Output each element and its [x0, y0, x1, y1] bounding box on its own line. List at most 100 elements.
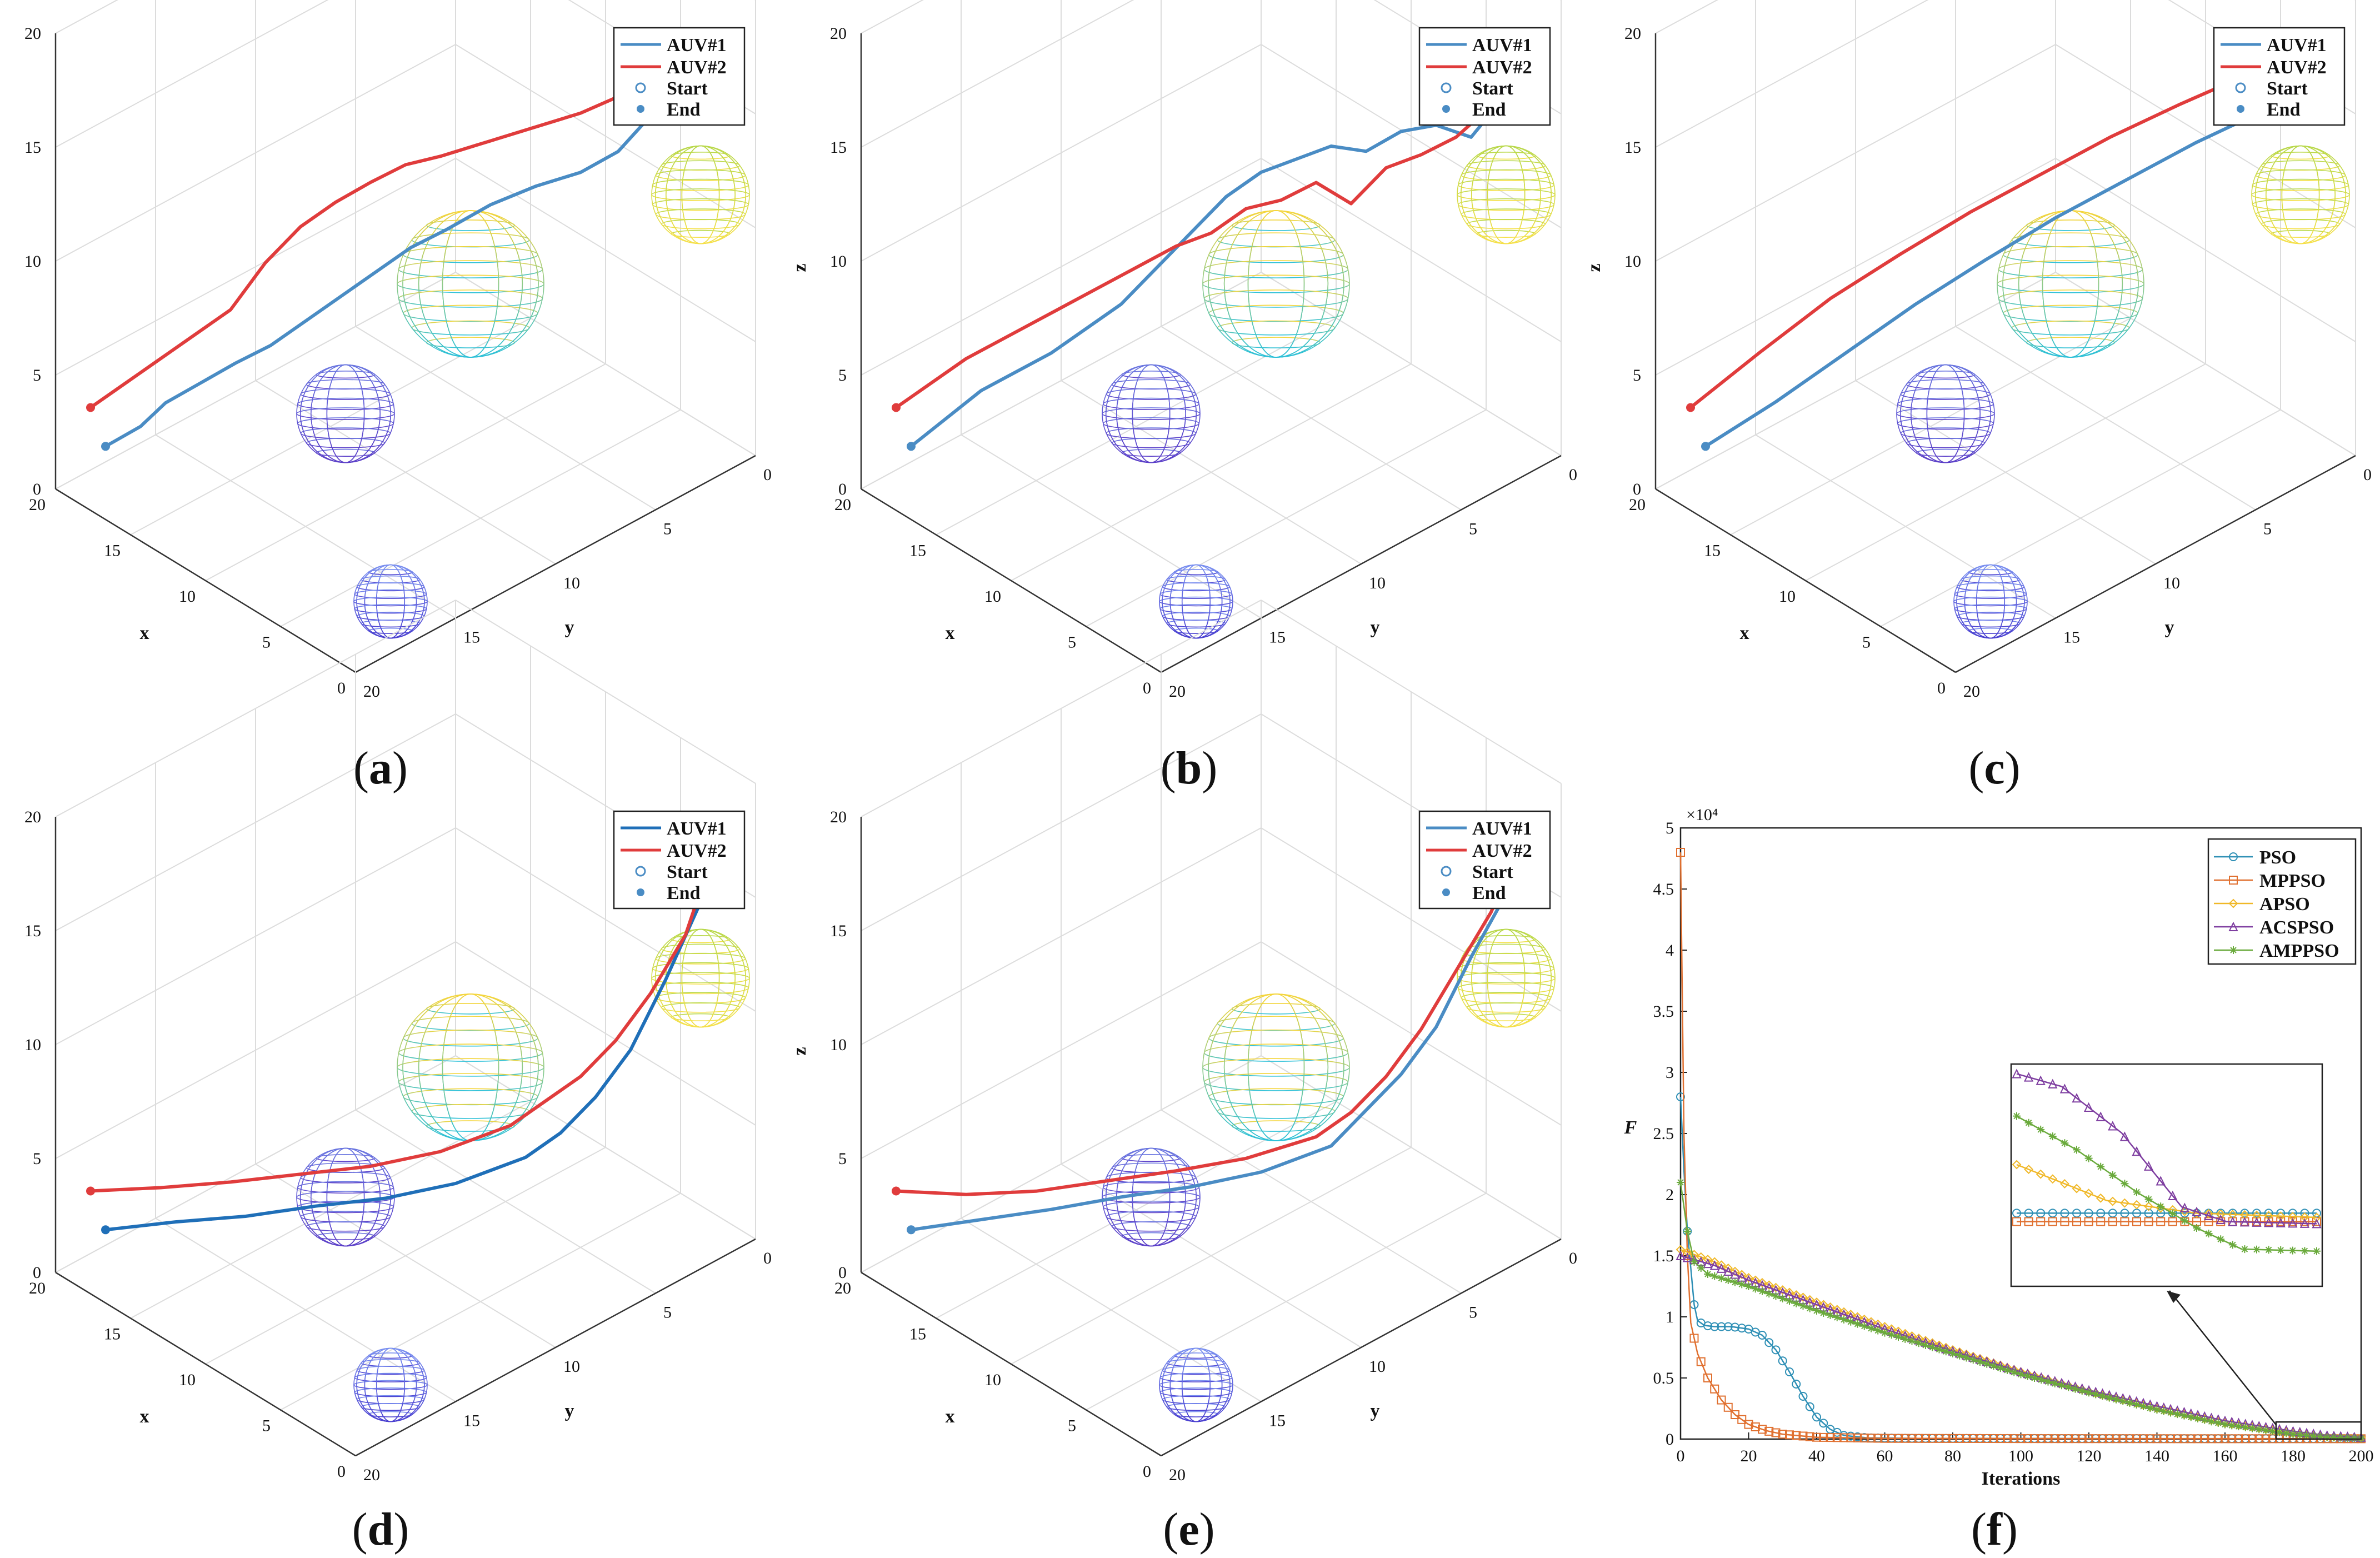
data-point [1812, 1297, 1822, 1307]
data-point [2023, 1372, 2032, 1380]
end-marker [907, 442, 916, 451]
data-point [1867, 1324, 1875, 1332]
data-point [1682, 1252, 1692, 1262]
x-tick-label: 15 [104, 1325, 121, 1344]
data-point [2143, 1161, 2154, 1171]
data-point [2084, 1217, 2093, 1226]
data-point [1744, 1273, 1753, 1283]
data-point [2159, 1434, 2168, 1444]
sphere-longitude [402, 210, 539, 358]
grid-line [861, 44, 1262, 262]
x-tick-label: 0 [1143, 1462, 1151, 1481]
x-tick-label: 15 [909, 1325, 926, 1344]
data-point [2180, 1411, 2188, 1420]
y-tick-label: 15 [1269, 628, 1286, 647]
data-point [2239, 1217, 2250, 1227]
data-point [2144, 1209, 2153, 1218]
data-point [1962, 1354, 1971, 1362]
data-point [2108, 1121, 2118, 1131]
legend-start-marker [2235, 82, 2246, 93]
y-axis-label: y [2165, 617, 2174, 638]
data-point [1730, 1269, 1740, 1279]
z-axis-label: z [0, 263, 4, 272]
data-point [1881, 1329, 1889, 1337]
data-point [2139, 1402, 2147, 1411]
y-tick-label: 0.5 [1653, 1369, 1674, 1387]
data-point [1711, 1272, 1719, 1280]
z-tick-label: 5 [33, 366, 41, 384]
x-tick-label: 5 [1862, 633, 1871, 652]
legend-label: AUV#2 [2267, 57, 2327, 78]
data-point [1880, 1434, 1889, 1443]
data-point [1778, 1356, 1787, 1366]
legend-start-marker [635, 866, 646, 877]
data-point [2144, 1217, 2153, 1226]
y-tick-label: 5 [2263, 520, 2272, 538]
data-point [1724, 1276, 1732, 1284]
grid-line [961, 1217, 1262, 1402]
data-point [1813, 1307, 1821, 1315]
z-axis-label: z [789, 263, 810, 272]
sphere-longitude [1208, 993, 1344, 1141]
data-point [2268, 1427, 2277, 1435]
panel-c: 0 0 0 5 5 5 10 10 10 15 15 15 20 20 20 x y z AUV#1AUV#2Sta… [1584, 0, 2372, 701]
x-tick-label: 10 [179, 587, 196, 606]
legend-label: AUV#1 [667, 35, 727, 56]
data-point [2350, 1434, 2358, 1442]
data-point [2179, 1202, 2190, 1212]
caption-e: (e) [1163, 1504, 1214, 1555]
data-point [2216, 1214, 2226, 1225]
data-point [1758, 1287, 1766, 1295]
data-point [1677, 1179, 1684, 1186]
x-tick-label: 20 [834, 1279, 851, 1297]
grid-line [861, 827, 1262, 1045]
path-AUV2 [90, 830, 722, 1193]
data-point [2098, 1392, 2107, 1400]
x-tick-label: 20 [1741, 1447, 1757, 1465]
caption-f: (f) [1971, 1504, 2018, 1555]
legend-label: ACSPSO [2259, 917, 2334, 938]
data-point [2119, 1198, 2129, 1208]
data-point [2228, 1216, 2238, 1226]
data-point [2288, 1218, 2298, 1228]
data-point [1928, 1434, 1937, 1443]
data-point [1792, 1431, 1801, 1440]
data-point [1996, 1434, 2005, 1444]
data-point [2343, 1434, 2352, 1442]
data-point [2058, 1381, 2066, 1390]
data-point [2009, 1434, 2019, 1444]
legend-label: Start [667, 862, 708, 882]
grid-line [861, 272, 1262, 490]
data-point [2316, 1432, 2324, 1441]
data-point [2168, 1190, 2178, 1201]
obstacle-sphere [1159, 1347, 1233, 1422]
data-point [1786, 1297, 1793, 1305]
sphere-longitude [1899, 364, 1992, 463]
caption-c: (c) [1968, 742, 2020, 794]
z-tick-label: 10 [830, 252, 847, 271]
z-tick-label: 15 [1624, 138, 1641, 157]
x-tick-label: 10 [1779, 587, 1796, 606]
legend-label: End [1472, 99, 1506, 120]
data-point [2060, 1209, 2069, 1218]
sphere-longitude [1460, 145, 1552, 244]
end-marker [907, 1225, 916, 1235]
legend-label: Start [2267, 78, 2308, 99]
data-point [2073, 1146, 2081, 1154]
data-point [1894, 1333, 1902, 1341]
data-point [2139, 1434, 2148, 1444]
path-AUV1 [104, 73, 722, 448]
data-point [1723, 1266, 1733, 1276]
data-point [2120, 1217, 2129, 1226]
data-point [2084, 1154, 2093, 1162]
legend-label: APSO [2259, 894, 2310, 915]
data-point [2144, 1201, 2154, 1211]
data-point [2036, 1075, 2046, 1085]
data-point [2126, 1399, 2134, 1407]
data-point [2083, 1102, 2094, 1112]
data-point [1894, 1434, 1903, 1443]
data-point [2227, 1434, 2237, 1444]
data-point [2024, 1217, 2033, 1226]
grid-line [1855, 380, 2156, 565]
data-point [2012, 1217, 2021, 1226]
